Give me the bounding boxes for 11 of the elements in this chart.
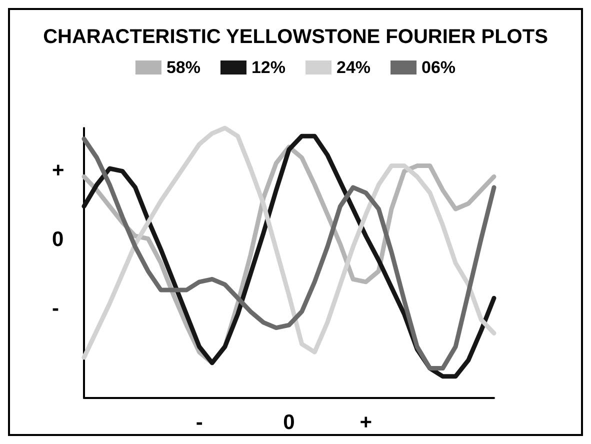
x-tick-label: - xyxy=(196,411,203,434)
text: - xyxy=(52,297,59,320)
text: + xyxy=(52,159,64,182)
legend-label: 12% xyxy=(251,58,286,77)
text: 0 xyxy=(52,228,64,251)
legend-label: 06% xyxy=(422,58,456,77)
legend-label: 24% xyxy=(336,58,371,77)
chart-title: CHARACTERISTIC YELLOWSTONE FOURIER PLOTS xyxy=(43,26,548,48)
x-tick-label: 0 xyxy=(283,411,295,434)
legend-label: 58% xyxy=(166,58,200,77)
x-tick-label: + xyxy=(360,411,372,434)
